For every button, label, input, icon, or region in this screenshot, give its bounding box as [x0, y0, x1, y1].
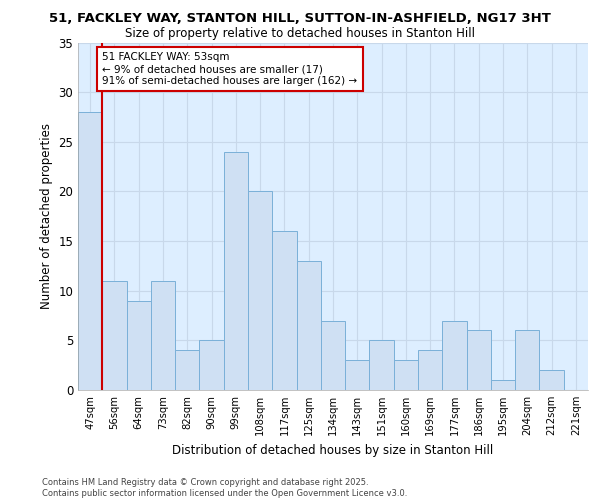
Bar — [418, 350, 442, 390]
Bar — [491, 380, 515, 390]
Text: Contains HM Land Registry data © Crown copyright and database right 2025.
Contai: Contains HM Land Registry data © Crown c… — [42, 478, 407, 498]
Text: 51, FACKLEY WAY, STANTON HILL, SUTTON-IN-ASHFIELD, NG17 3HT: 51, FACKLEY WAY, STANTON HILL, SUTTON-IN… — [49, 12, 551, 26]
Bar — [296, 261, 321, 390]
Bar — [272, 231, 296, 390]
Bar — [321, 320, 345, 390]
Bar — [442, 320, 467, 390]
Bar — [199, 340, 224, 390]
Bar — [224, 152, 248, 390]
Bar — [127, 300, 151, 390]
Bar — [248, 192, 272, 390]
Text: Size of property relative to detached houses in Stanton Hill: Size of property relative to detached ho… — [125, 28, 475, 40]
Bar — [370, 340, 394, 390]
Bar — [394, 360, 418, 390]
Bar — [78, 112, 102, 390]
Text: 51 FACKLEY WAY: 53sqm
← 9% of detached houses are smaller (17)
91% of semi-detac: 51 FACKLEY WAY: 53sqm ← 9% of detached h… — [102, 52, 358, 86]
Bar — [515, 330, 539, 390]
Bar — [345, 360, 370, 390]
Bar — [151, 281, 175, 390]
Bar — [102, 281, 127, 390]
Y-axis label: Number of detached properties: Number of detached properties — [40, 123, 53, 309]
X-axis label: Distribution of detached houses by size in Stanton Hill: Distribution of detached houses by size … — [172, 444, 494, 456]
Bar — [539, 370, 564, 390]
Bar — [175, 350, 199, 390]
Bar — [467, 330, 491, 390]
